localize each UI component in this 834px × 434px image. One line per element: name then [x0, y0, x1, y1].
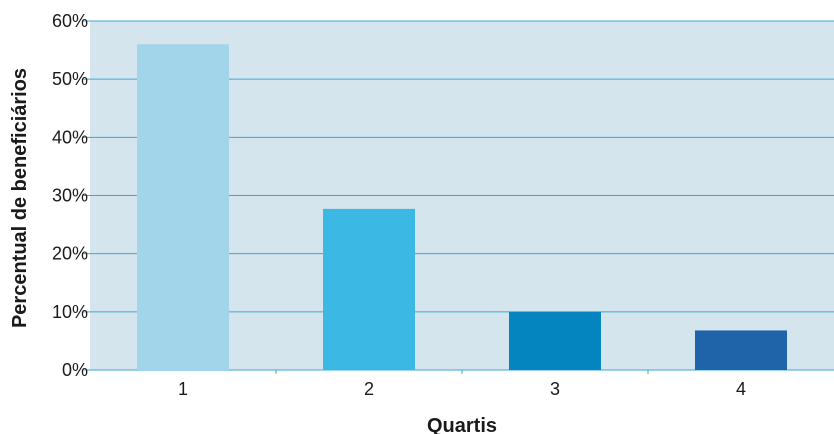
bar-quartil-4 [695, 330, 787, 370]
x-tick-label: 3 [550, 379, 560, 399]
x-axis-title: Quartis [427, 415, 497, 434]
y-tick-label: 50% [52, 69, 88, 89]
bars [137, 44, 787, 371]
y-tick-label: 30% [52, 186, 88, 206]
y-tick-labels: 0% 10% 20% 30% 40% 50% 60% [52, 11, 88, 380]
y-tick-label: 20% [52, 244, 88, 264]
bar-quartil-3 [509, 311, 601, 370]
x-tick-label: 1 [178, 379, 188, 399]
y-tick-label: 60% [52, 11, 88, 31]
x-tick-label: 2 [364, 379, 374, 399]
y-tick-label: 0% [62, 360, 88, 380]
y-tick-label: 40% [52, 127, 88, 147]
bar-quartil-2 [323, 208, 415, 370]
y-tick-label: 10% [52, 302, 88, 322]
y-axis-title: Percentual de beneficiários [9, 68, 31, 328]
x-tick-label: 4 [736, 379, 746, 399]
bar-quartil-1 [137, 44, 229, 371]
x-tick-labels: 1 2 3 4 [178, 379, 746, 399]
